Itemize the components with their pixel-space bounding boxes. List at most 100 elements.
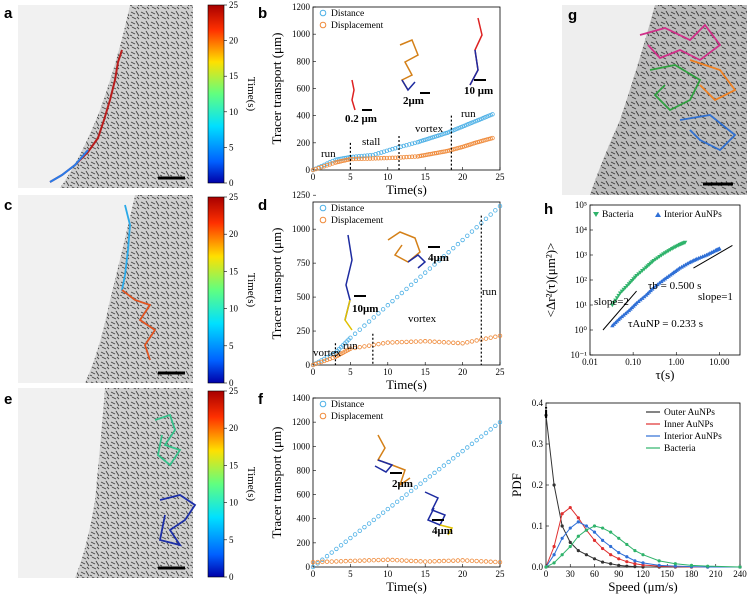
data-point-bacteria — [623, 285, 628, 290]
series-line-interior-aunps — [545, 521, 740, 568]
data-point-displacement — [408, 558, 414, 564]
x-axis-label: Time(s) — [386, 377, 427, 392]
data-point-distance — [310, 564, 316, 570]
data-point-displacement — [351, 156, 356, 162]
data-point-bacteria — [619, 289, 625, 294]
data-point-interior-aunps — [568, 526, 572, 530]
data-point-displacement — [385, 557, 390, 562]
inset-trajectory — [424, 491, 447, 526]
data-point-distance — [455, 452, 461, 457]
colorbar-tick-label: 15 — [229, 71, 239, 81]
inset-trajectory — [407, 254, 427, 269]
data-point-displacement — [474, 338, 479, 343]
legend-marker — [655, 212, 661, 217]
data-point-distance — [362, 153, 367, 159]
data-point-distance — [398, 144, 404, 149]
y-tick-label: 10¹ — [575, 300, 587, 310]
data-point-outer-aunps — [568, 540, 572, 545]
data-point-bacteria — [568, 544, 572, 549]
data-point-displacement — [423, 559, 428, 564]
data-point-distance — [338, 543, 344, 548]
colorbar-1 — [207, 196, 225, 384]
data-point-displacement — [423, 339, 428, 344]
data-point-bacteria — [640, 269, 645, 273]
annotation-slope-1: slope=1 — [698, 291, 733, 303]
legend-label: Inner AuNPs — [664, 420, 714, 430]
colorbar-tick-label: 5 — [229, 341, 234, 351]
data-point-distance — [380, 510, 386, 515]
data-point-distance — [390, 298, 395, 304]
colorbar-tick-label: 10 — [229, 498, 239, 508]
data-point-distance — [362, 524, 367, 530]
data-point-displacement — [329, 559, 334, 564]
y-tick-label: 1000 — [292, 224, 311, 234]
data-point-displacement — [460, 341, 465, 346]
y-axis-label: PDF — [509, 473, 524, 497]
colorbar-tick-label: 25 — [229, 192, 239, 202]
data-point-distance — [353, 154, 359, 159]
x-axis-label: Speed (μm/s) — [608, 579, 677, 594]
data-point-bacteria — [592, 524, 597, 528]
slope-2-line — [602, 290, 637, 331]
data-point-distance — [455, 241, 461, 247]
data-point-distance — [348, 335, 353, 341]
data-point-displacement — [394, 340, 400, 345]
y-tick-label: 10⁰ — [574, 325, 587, 335]
data-point-bacteria — [610, 303, 615, 308]
panel-label-f: f — [258, 391, 264, 408]
annotation-stall: stall — [362, 136, 380, 148]
data-point-distance — [497, 419, 503, 425]
colorbar-title: Time(s) — [245, 273, 257, 308]
data-point-outer-aunps — [552, 483, 556, 487]
legend-label: Interior AuNPs — [664, 432, 722, 442]
inset-trajectory — [387, 231, 421, 263]
data-point-displacement — [399, 558, 405, 563]
colorbar-tick-label: 20 — [229, 36, 239, 46]
y-tick-label: 800 — [297, 56, 311, 66]
data-point-displacement — [322, 164, 327, 169]
y-tick-label: 1250 — [292, 190, 311, 200]
data-point-outer-aunps — [625, 564, 629, 568]
colorbar-tick-label: 5 — [229, 142, 234, 152]
data-point-distance — [381, 149, 387, 154]
data-point-distance — [376, 151, 381, 156]
data-point-displacement — [441, 340, 447, 345]
panel-a: a — [4, 5, 193, 188]
series-line-bacteria — [545, 525, 741, 568]
legend-label: Bacteria — [602, 210, 634, 220]
chart-b: 0 5 10 15 20 25 0 200 400 600 800 1000 1200 Time(s) Tr… — [269, 2, 505, 197]
data-point-interior-aunps — [641, 561, 645, 565]
y-tick-label: 0.0 — [532, 562, 544, 572]
data-point-bacteria — [613, 298, 618, 303]
data-point-inner-aunps — [617, 557, 621, 561]
data-point-displacement — [418, 339, 423, 344]
bacteria-region — [85, 195, 193, 383]
data-point-distance — [441, 254, 447, 259]
x-tick-label: 180 — [685, 569, 699, 579]
inset-trajectory — [344, 299, 353, 331]
data-point-distance — [426, 136, 432, 141]
y-tick-label: 500 — [297, 292, 311, 302]
data-point-distance — [379, 150, 384, 155]
x-tick-label: 90 — [614, 569, 624, 579]
data-point-displacement — [460, 558, 465, 563]
data-point-distance — [430, 135, 435, 140]
data-point-bacteria — [600, 526, 605, 530]
x-tick-label: 240 — [733, 569, 747, 579]
y-tick-label: 200 — [297, 138, 311, 148]
data-point-displacement — [381, 155, 387, 161]
x-tick-label: 5 — [348, 367, 353, 377]
annotation-run: run — [321, 148, 336, 160]
inset-trajectories-f: 2μm 4μm — [374, 434, 454, 537]
x-tick-label: 1.00 — [668, 357, 684, 367]
x-tick-label: 0 — [544, 569, 549, 579]
data-point-displacement — [462, 144, 467, 149]
data-point-displacement — [387, 155, 392, 161]
data-point-displacement — [455, 558, 461, 563]
data-point-distance — [451, 456, 456, 461]
data-point-displacement — [352, 558, 358, 564]
legend-marker — [319, 400, 327, 408]
data-point-distance — [366, 521, 372, 526]
data-point-distance — [441, 131, 447, 137]
scale-label: 4μm — [432, 525, 453, 537]
